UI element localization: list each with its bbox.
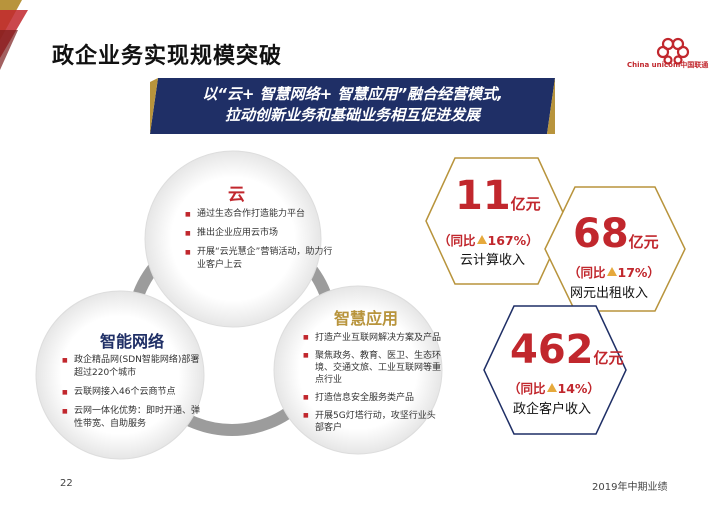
up-arrow-icon (476, 235, 487, 244)
hexagon-enterprise (483, 305, 627, 435)
metric-value-network: 68亿元 (573, 211, 659, 257)
metric-value-enterprise: 462亿元 (510, 327, 624, 373)
logo-text: China unicom中国联通 (627, 61, 709, 69)
cloud-title: 云 (228, 185, 245, 205)
list-item: 政企精品网(SDN智能网络)部署超过220个城市 (62, 354, 207, 380)
network-list: 政企精品网(SDN智能网络)部署超过220个城市 云联网接入46个云商节点 云网… (62, 354, 207, 437)
list-item: 打造信息安全服务类产品 (303, 392, 443, 404)
metric-yoy-enterprise: （同比 14%） (508, 381, 600, 396)
corner-decoration (0, 0, 28, 70)
cloud-list: 通过生态合作打造能力平台 推出企业应用云市场 开展“云光慧企”营销活动，助力行业… (185, 208, 335, 278)
list-item: 通过生态合作打造能力平台 (185, 208, 335, 221)
list-item: 云网一体化优势：即时开通、弹性带宽、自助服务 (62, 405, 207, 431)
list-item: 云联网接入46个云商节点 (62, 386, 207, 399)
list-item: 聚焦政务、教育、医卫、生态环境、交通文旅、工业互联网等重点行业 (303, 350, 443, 386)
metric-yoy-cloud: （同比 167%） (438, 233, 539, 248)
page-number: 22 (60, 478, 73, 489)
metric-label-cloud: 云计算收入 (460, 253, 526, 268)
list-item: 推出企业应用云市场 (185, 227, 335, 240)
list-item: 开展5G灯塔行动，攻坚行业头部客户 (303, 410, 443, 434)
banner-text: 以“云+ 智慧网络+ 智慧应用”融合经营模式, 拉动创新业务和基础业务相互促进发… (150, 84, 555, 126)
up-arrow-icon (606, 267, 617, 276)
banner-line-2: 拉动创新业务和基础业务相互促进发展 (224, 106, 480, 124)
china-unicom-logo (656, 37, 690, 65)
list-item: 打造产业互联网解决方案及产品 (303, 332, 443, 344)
metric-value-cloud: 11亿元 (455, 173, 541, 219)
metric-yoy-network: （同比 17%） (568, 265, 660, 280)
banner-background (150, 78, 555, 134)
metric-label-network: 网元出租收入 (570, 286, 649, 301)
up-arrow-icon (546, 383, 557, 392)
footer-title: 2019年中期业绩 (592, 482, 668, 493)
list-item: 开展“云光慧企”营销活动，助力行业客户上云 (185, 246, 335, 272)
apps-title: 智慧应用 (334, 309, 399, 328)
page-title: 政企业务实现规模突破 (52, 44, 283, 69)
apps-list: 打造产业互联网解决方案及产品 聚焦政务、教育、医卫、生态环境、交通文旅、工业互联… (303, 332, 443, 440)
metric-label-enterprise: 政企客户收入 (513, 402, 592, 417)
banner-line-1: 以“云+ 智慧网络+ 智慧应用”融合经营模式, (202, 85, 503, 103)
network-title: 智能网络 (100, 332, 165, 351)
